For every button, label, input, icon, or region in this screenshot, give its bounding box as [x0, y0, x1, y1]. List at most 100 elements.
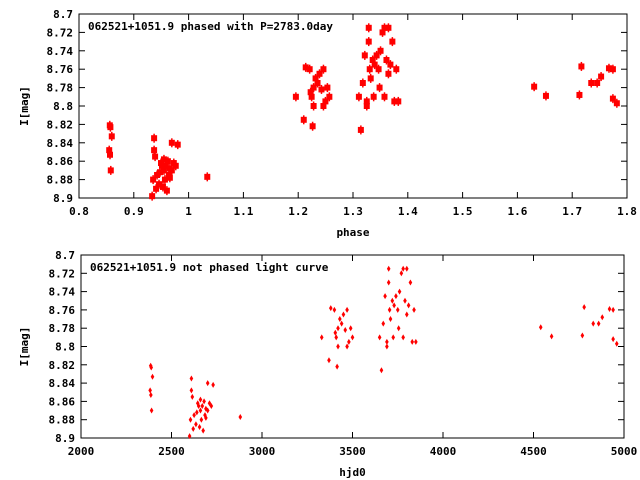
data-point — [341, 311, 346, 318]
data-points — [106, 23, 620, 201]
data-point — [347, 338, 351, 345]
plot-frame — [80, 254, 625, 439]
data-point — [397, 288, 402, 295]
data-point — [387, 306, 392, 313]
data-point — [201, 427, 205, 434]
data-point — [591, 320, 596, 327]
data-point — [209, 402, 214, 409]
y-tick-label: 8.88 — [47, 174, 74, 187]
data-point — [338, 316, 342, 323]
data-point — [199, 416, 204, 423]
data-point — [410, 338, 415, 345]
data-point — [580, 332, 585, 339]
data-point — [195, 400, 200, 407]
x-axis-label: phase — [336, 226, 369, 239]
data-point — [386, 279, 391, 286]
x-tick-label: 2000 — [68, 445, 95, 458]
x-tick-label: 1.1 — [233, 205, 253, 218]
data-point — [386, 265, 391, 272]
data-point — [328, 305, 333, 312]
y-tick-label: 8.78 — [49, 322, 76, 335]
y-tick-label: 8.84 — [47, 137, 74, 150]
x-tick-label: 3500 — [339, 445, 366, 458]
data-point — [394, 293, 398, 300]
data-point — [336, 325, 340, 332]
data-point — [377, 334, 382, 341]
data-point — [607, 305, 612, 312]
y-tick-label: 8.86 — [49, 395, 76, 408]
data-point — [333, 329, 338, 336]
y-tick-label: 8.72 — [49, 267, 76, 280]
x-tick-label: 4500 — [520, 445, 547, 458]
x-axis-label: hjd0 — [339, 466, 366, 479]
data-point — [406, 302, 411, 309]
data-point — [189, 375, 194, 382]
x-tick-label: 3000 — [249, 445, 276, 458]
x-tick-label: 1.5 — [453, 205, 473, 218]
data-point — [198, 396, 203, 403]
data-point — [549, 333, 554, 340]
y-tick-label: 8.76 — [47, 63, 74, 76]
data-point — [187, 433, 192, 440]
y-tick-label: 8.8 — [55, 341, 75, 354]
data-point — [204, 414, 208, 421]
plot-unphased: 2000 2500 3000 3500 4000 4500 5000 8.7 8.72 8.74 8… — [18, 249, 637, 479]
data-point — [392, 302, 396, 309]
data-point — [148, 387, 152, 394]
data-point — [343, 327, 348, 334]
x-tick-label: 1.3 — [343, 205, 363, 218]
data-point — [197, 424, 202, 431]
y-tick-label: 8.82 — [47, 118, 74, 131]
data-point — [538, 324, 543, 331]
data-point — [205, 407, 210, 414]
y-axis-label: I[mag] — [18, 327, 31, 367]
y-tick-label: 8.82 — [49, 359, 76, 372]
data-point — [150, 373, 155, 380]
data-point — [195, 409, 199, 416]
data-point — [339, 320, 344, 327]
data-point — [385, 343, 389, 350]
data-point — [205, 380, 210, 387]
data-point — [207, 400, 212, 407]
data-point — [211, 381, 215, 388]
x-tick-label: 1.2 — [288, 205, 308, 218]
data-point — [412, 306, 416, 313]
data-point — [388, 316, 393, 323]
plot-key-title: 062521+1051.9 not phased light curve — [90, 261, 329, 274]
y-tick-label: 8.88 — [49, 414, 76, 427]
data-point — [408, 279, 413, 286]
y-tick-label: 8.9 — [55, 432, 75, 445]
data-point — [403, 297, 407, 304]
data-point — [596, 320, 601, 327]
data-point — [401, 265, 405, 272]
data-point — [319, 334, 324, 341]
plot-phased: 0.8 0.9 1 1.1 1.2 1.3 1.4 1.5 1.6 1.7 1.8 8.7 8.72 8.… — [18, 8, 637, 239]
data-point — [600, 314, 605, 321]
x-tick-label: 1 — [185, 205, 192, 218]
data-point — [327, 357, 331, 364]
y-tick-label: 8.86 — [47, 155, 74, 168]
y-tick-label: 8.78 — [47, 82, 74, 95]
data-point — [203, 412, 207, 419]
data-point — [395, 306, 400, 313]
data-point — [405, 311, 409, 318]
data-point — [414, 338, 418, 345]
data-points — [148, 265, 619, 440]
data-point — [582, 304, 586, 311]
x-tick-label: 1.7 — [562, 205, 582, 218]
x-tick-label: 2500 — [158, 445, 185, 458]
data-point — [334, 334, 339, 341]
data-point — [190, 393, 195, 400]
data-point — [191, 425, 196, 432]
data-point — [198, 407, 203, 414]
y-tick-label: 8.8 — [53, 100, 73, 113]
plot-key-title: 062521+1051.9 phased with P=2783.0day — [88, 20, 333, 33]
x-tick-label: 4000 — [430, 445, 457, 458]
x-tick-label: 5000 — [611, 445, 638, 458]
data-point — [336, 343, 340, 350]
y-tick-label: 8.7 — [55, 249, 75, 262]
data-point — [405, 265, 409, 272]
data-point — [188, 416, 193, 423]
data-point — [202, 398, 206, 405]
y-tick-label: 8.7 — [53, 8, 73, 21]
